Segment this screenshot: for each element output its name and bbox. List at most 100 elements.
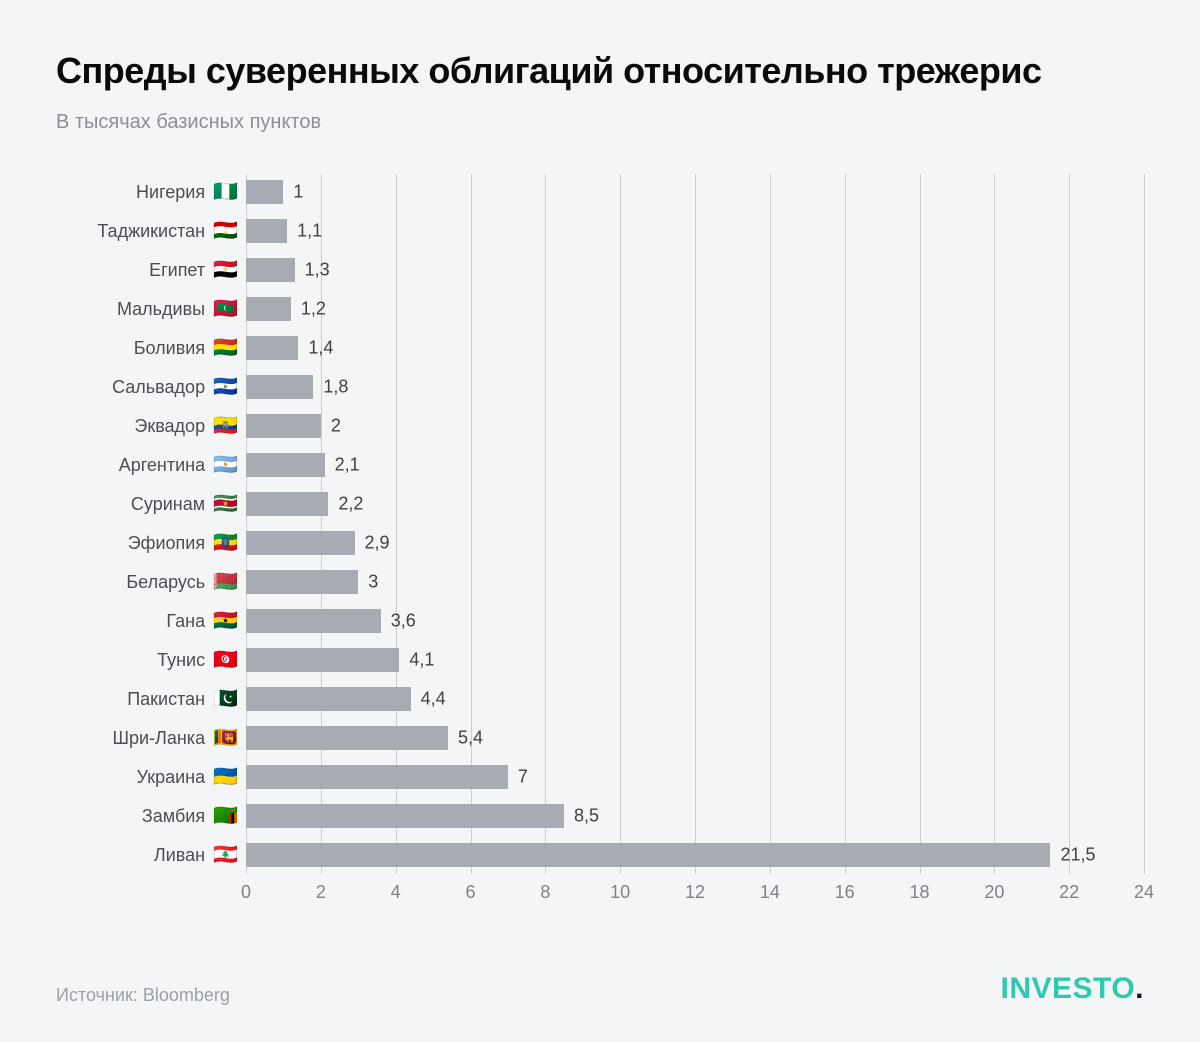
country-flag-icon: 🇸🇷	[213, 494, 238, 514]
country-flag-icon: 🇸🇻	[213, 377, 238, 397]
bar	[246, 492, 328, 516]
bar	[246, 414, 321, 438]
y-axis-labels: Нигерия🇳🇬 Таджикистан 🇹🇯 Египет 🇪🇬 Мальдивы 🇲🇻…	[56, 174, 246, 874]
gridline	[545, 174, 546, 874]
gridline	[1144, 174, 1145, 874]
country-label: Беларусь 🇧🇾	[126, 564, 238, 600]
gridline	[770, 174, 771, 874]
country-label: Замбия 🇿🇲	[142, 798, 238, 834]
bar-value-label: 7	[518, 767, 528, 788]
x-tick-label: 4	[391, 882, 401, 903]
bar	[246, 843, 1050, 867]
bar	[246, 531, 355, 555]
bar	[246, 297, 291, 321]
bar-value-label: 4,4	[421, 689, 446, 710]
country-label: Пакистан🇵🇰	[127, 681, 238, 717]
bar	[246, 180, 283, 204]
x-tick-label: 22	[1059, 882, 1079, 903]
country-flag-icon: 🇱🇰	[213, 728, 238, 748]
country-name: Тунис	[157, 650, 205, 671]
country-flag-icon: 🇱🇧	[213, 845, 238, 865]
bar	[246, 648, 399, 672]
country-label: Мальдивы 🇲🇻	[117, 291, 238, 327]
bar-value-label: 8,5	[574, 806, 599, 827]
bar	[246, 375, 313, 399]
country-name: Сальвадор	[112, 377, 205, 398]
chart-footer: Источник: Bloomberg INVESTO.	[56, 972, 1144, 1006]
x-tick-label: 14	[760, 882, 780, 903]
country-name: Эквадор	[134, 416, 205, 437]
bar-value-label: 1,2	[301, 299, 326, 320]
bar	[246, 609, 381, 633]
bar	[246, 765, 508, 789]
x-tick-label: 6	[465, 882, 475, 903]
country-flag-icon: 🇹🇯	[213, 221, 238, 241]
country-label: Нигерия🇳🇬	[136, 174, 238, 210]
country-name: Аргентина	[119, 455, 205, 476]
bar	[246, 687, 411, 711]
country-label: Египет 🇪🇬	[149, 252, 238, 288]
bar-value-label: 1,4	[308, 338, 333, 359]
country-flag-icon: 🇧🇴	[213, 338, 238, 358]
country-flag-icon: 🇪🇬	[213, 260, 238, 280]
x-tick-label: 16	[835, 882, 855, 903]
country-flag-icon: 🇹🇳	[213, 650, 238, 670]
country-flag-icon: 🇲🇻	[213, 299, 238, 319]
chart-area: Нигерия🇳🇬 Таджикистан 🇹🇯 Египет 🇪🇬 Мальдивы 🇲🇻…	[56, 174, 1144, 914]
country-flag-icon: 🇺🇦	[213, 767, 238, 787]
country-label: Боливия🇧🇴	[134, 330, 238, 366]
gridline	[994, 174, 995, 874]
chart-subtitle: В тысячах базисных пунктов	[56, 111, 1144, 134]
country-name: Шри-Ланка	[112, 728, 205, 749]
country-label: Украина 🇺🇦	[137, 759, 238, 795]
country-name: Таджикистан	[97, 221, 205, 242]
country-name: Беларусь	[126, 572, 205, 593]
gridline	[845, 174, 846, 874]
country-label: Ливан 🇱🇧	[154, 837, 238, 873]
x-tick-label: 2	[316, 882, 326, 903]
country-name: Египет	[149, 260, 205, 281]
country-label: Шри-Ланка 🇱🇰	[112, 720, 238, 756]
country-name: Эфиопия	[128, 533, 205, 554]
gridline	[695, 174, 696, 874]
country-label: Сальвадор 🇸🇻	[112, 369, 238, 405]
brand-dot: .	[1135, 972, 1144, 1005]
x-tick-label: 20	[984, 882, 1004, 903]
bar-value-label: 3	[368, 572, 378, 593]
bar	[246, 336, 298, 360]
country-label: Эфиопия🇪🇹	[128, 525, 238, 561]
country-flag-icon: 🇿🇲	[213, 806, 238, 826]
chart-source: Источник: Bloomberg	[56, 985, 230, 1006]
brand-name: INVESTO	[1001, 972, 1136, 1005]
bar	[246, 258, 295, 282]
country-label: Тунис 🇹🇳	[157, 642, 238, 678]
bar-value-label: 21,5	[1060, 845, 1095, 866]
country-name: Мальдивы	[117, 299, 205, 320]
x-tick-label: 8	[540, 882, 550, 903]
bar-value-label: 2	[331, 416, 341, 437]
bar-value-label: 2,9	[365, 533, 390, 554]
country-name: Гана	[166, 611, 205, 632]
bar-value-label: 1	[293, 182, 303, 203]
country-name: Украина	[137, 767, 206, 788]
x-tick-label: 24	[1134, 882, 1154, 903]
bar-value-label: 3,6	[391, 611, 416, 632]
country-name: Нигерия	[136, 182, 205, 203]
country-flag-icon: 🇬🇭	[213, 611, 238, 631]
bar-value-label: 1,1	[297, 221, 322, 242]
country-name: Суринам	[131, 494, 205, 515]
country-flag-icon: 🇦🇷	[213, 455, 238, 475]
country-flag-icon: 🇧🇾	[213, 572, 238, 592]
country-label: Таджикистан 🇹🇯	[97, 213, 238, 249]
country-name: Ливан	[154, 845, 205, 866]
x-tick-label: 10	[610, 882, 630, 903]
country-flag-icon: 🇪🇨	[213, 416, 238, 436]
bar	[246, 453, 325, 477]
country-label: Эквадор 🇪🇨	[134, 408, 238, 444]
country-name: Замбия	[142, 806, 205, 827]
bar-value-label: 1,3	[305, 260, 330, 281]
bar-value-label: 1,8	[323, 377, 348, 398]
country-label: Аргентина 🇦🇷	[119, 447, 238, 483]
country-label: Суринам 🇸🇷	[131, 486, 238, 522]
bar	[246, 726, 448, 750]
